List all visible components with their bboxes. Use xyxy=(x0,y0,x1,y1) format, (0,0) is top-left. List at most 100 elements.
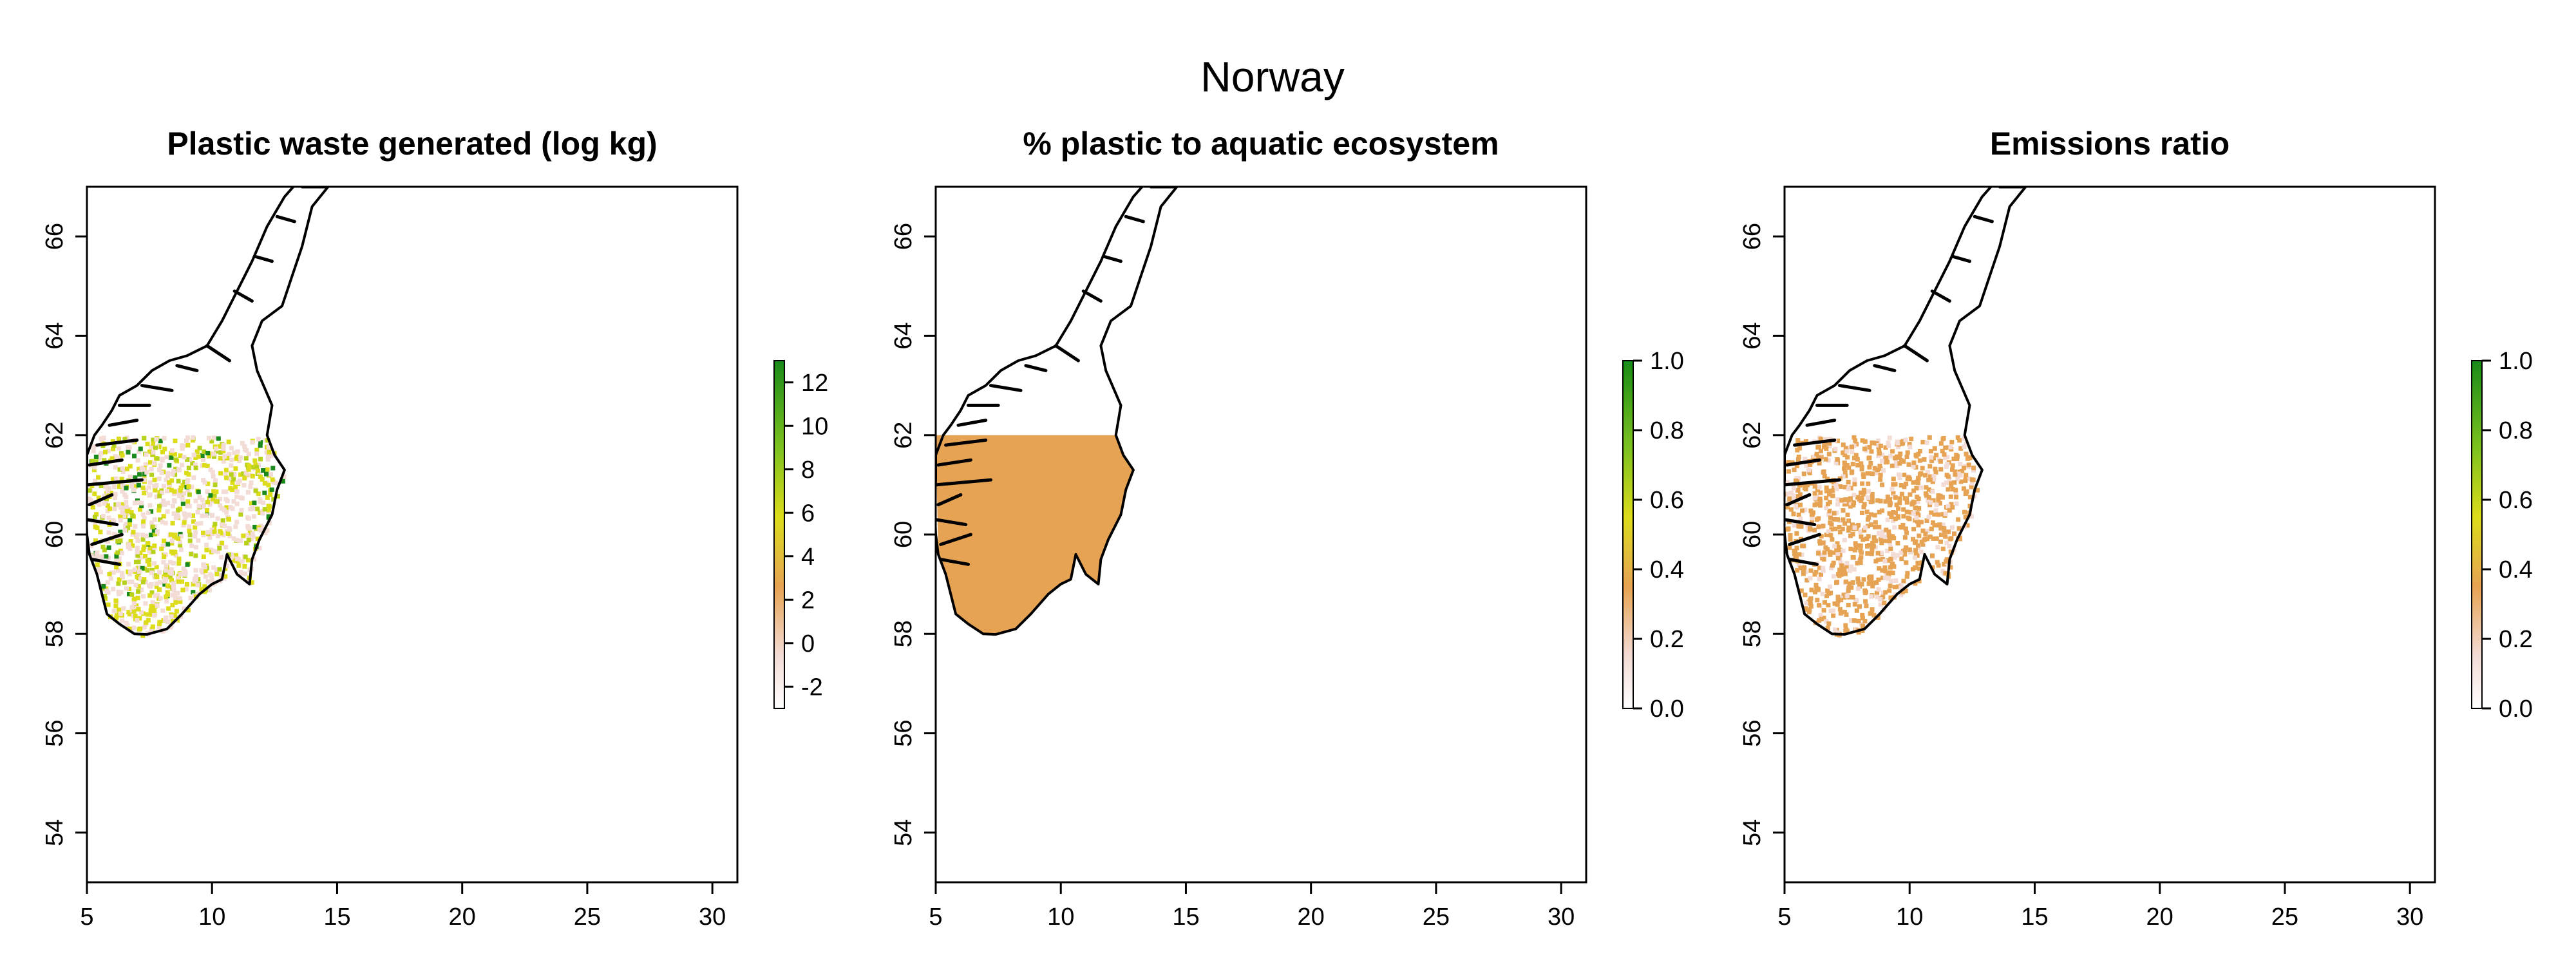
raster-cell xyxy=(1850,594,1855,600)
raster-cell xyxy=(1797,562,1802,567)
raster-cell xyxy=(1936,497,1941,502)
raster-cell xyxy=(1934,502,1939,507)
raster-cell xyxy=(1958,446,1964,451)
raster-cell xyxy=(1835,502,1840,507)
raster-cell xyxy=(158,517,163,522)
raster-cell xyxy=(191,519,196,524)
raster-cell xyxy=(1839,567,1844,573)
raster-cell xyxy=(1889,515,1894,519)
raster-cell xyxy=(1891,564,1897,569)
raster-cell xyxy=(227,516,231,522)
raster-cell xyxy=(1803,507,1808,513)
raster-cell xyxy=(1888,578,1893,583)
y-tick-label: 64 xyxy=(890,322,917,349)
raster-cell xyxy=(1825,477,1830,482)
raster-cell xyxy=(215,549,220,554)
raster-cell xyxy=(211,435,216,440)
raster-cell xyxy=(141,524,146,529)
raster-cell xyxy=(1846,603,1851,607)
fjord-line xyxy=(936,493,963,507)
raster-cell xyxy=(116,581,121,586)
raster-cell xyxy=(1895,553,1900,558)
raster-cell xyxy=(1842,571,1847,575)
raster-cell xyxy=(246,451,251,457)
x-tick-label: 15 xyxy=(1172,904,1199,931)
raster-cell xyxy=(1791,511,1796,516)
raster-cell xyxy=(102,594,107,599)
raster-cell xyxy=(1899,583,1904,587)
raster-cell xyxy=(151,460,156,466)
raster-cell xyxy=(221,459,226,464)
raster-cell xyxy=(235,449,240,454)
raster-cell xyxy=(1887,538,1892,544)
raster-cell xyxy=(1830,493,1835,498)
raster-cell xyxy=(191,590,196,595)
raster-cell xyxy=(131,601,137,606)
raster-cell xyxy=(229,446,234,451)
y-tick-label: 58 xyxy=(41,620,68,647)
raster-cell xyxy=(1838,484,1843,489)
raster-cell xyxy=(96,475,101,480)
raster-cell xyxy=(1863,599,1868,604)
raster-cell xyxy=(1815,598,1820,603)
fjord-line xyxy=(140,384,174,392)
panel-emissions-ratio: Emissions ratio 5 10 15 20 25 305456586062646… xyxy=(1739,126,2533,931)
raster-cell xyxy=(1895,584,1900,589)
raster-cell xyxy=(182,520,187,525)
x-tick-label: 5 xyxy=(1777,904,1791,931)
raster-cell xyxy=(135,553,140,558)
raster-cell xyxy=(1831,560,1836,565)
raster-cell xyxy=(1898,451,1903,457)
raster-cell xyxy=(180,483,185,488)
raster-cell xyxy=(185,480,190,486)
raster-cell xyxy=(92,465,97,470)
raster-cell xyxy=(97,456,102,460)
raster-cell xyxy=(122,528,128,533)
raster-cell xyxy=(170,603,175,608)
raster-cell xyxy=(1886,576,1891,581)
raster-cell xyxy=(185,435,190,440)
fjord-line xyxy=(88,493,114,507)
raster-cell xyxy=(117,607,122,612)
raster-cell xyxy=(268,492,273,497)
raster-cell xyxy=(220,540,225,545)
raster-cell xyxy=(139,504,144,509)
fjord-line xyxy=(1054,344,1080,363)
raster-cell xyxy=(245,533,250,538)
raster-cell xyxy=(228,486,233,491)
raster-cell xyxy=(119,477,124,482)
fjord-line xyxy=(88,458,124,467)
raster-cell xyxy=(1886,558,1891,563)
fjord-line xyxy=(87,478,144,487)
raster-cell xyxy=(1787,545,1792,550)
raster-cell xyxy=(266,444,271,449)
raster-cell xyxy=(1858,529,1863,534)
raster-cell xyxy=(1815,488,1820,493)
raster-cell xyxy=(192,579,197,584)
raster-cell xyxy=(154,565,159,570)
raster-cell xyxy=(91,468,97,473)
raster-cell xyxy=(1795,438,1801,443)
raster-cell xyxy=(1832,544,1837,549)
raster-cell xyxy=(1795,568,1800,573)
raster-cell xyxy=(1953,490,1958,495)
raster-cell xyxy=(180,587,185,592)
raster-cell xyxy=(1837,525,1842,529)
raster-cell xyxy=(88,498,93,503)
raster-cell xyxy=(229,457,234,462)
raster-cell xyxy=(1875,438,1880,443)
raster-cell xyxy=(1832,516,1837,522)
raster-cell xyxy=(93,524,98,529)
raster-cell xyxy=(1824,593,1829,598)
raster-cell xyxy=(135,574,140,580)
raster-cell xyxy=(1890,535,1895,540)
raster-cell xyxy=(1950,487,1955,492)
raster-cell xyxy=(1900,440,1905,446)
raster-cell xyxy=(93,478,97,484)
coastline xyxy=(936,187,1179,636)
raster-cell xyxy=(1967,477,1972,481)
raster-cell xyxy=(211,565,216,570)
raster-cell xyxy=(181,566,186,571)
raster-cell xyxy=(1862,527,1867,533)
raster-cell xyxy=(153,445,158,450)
